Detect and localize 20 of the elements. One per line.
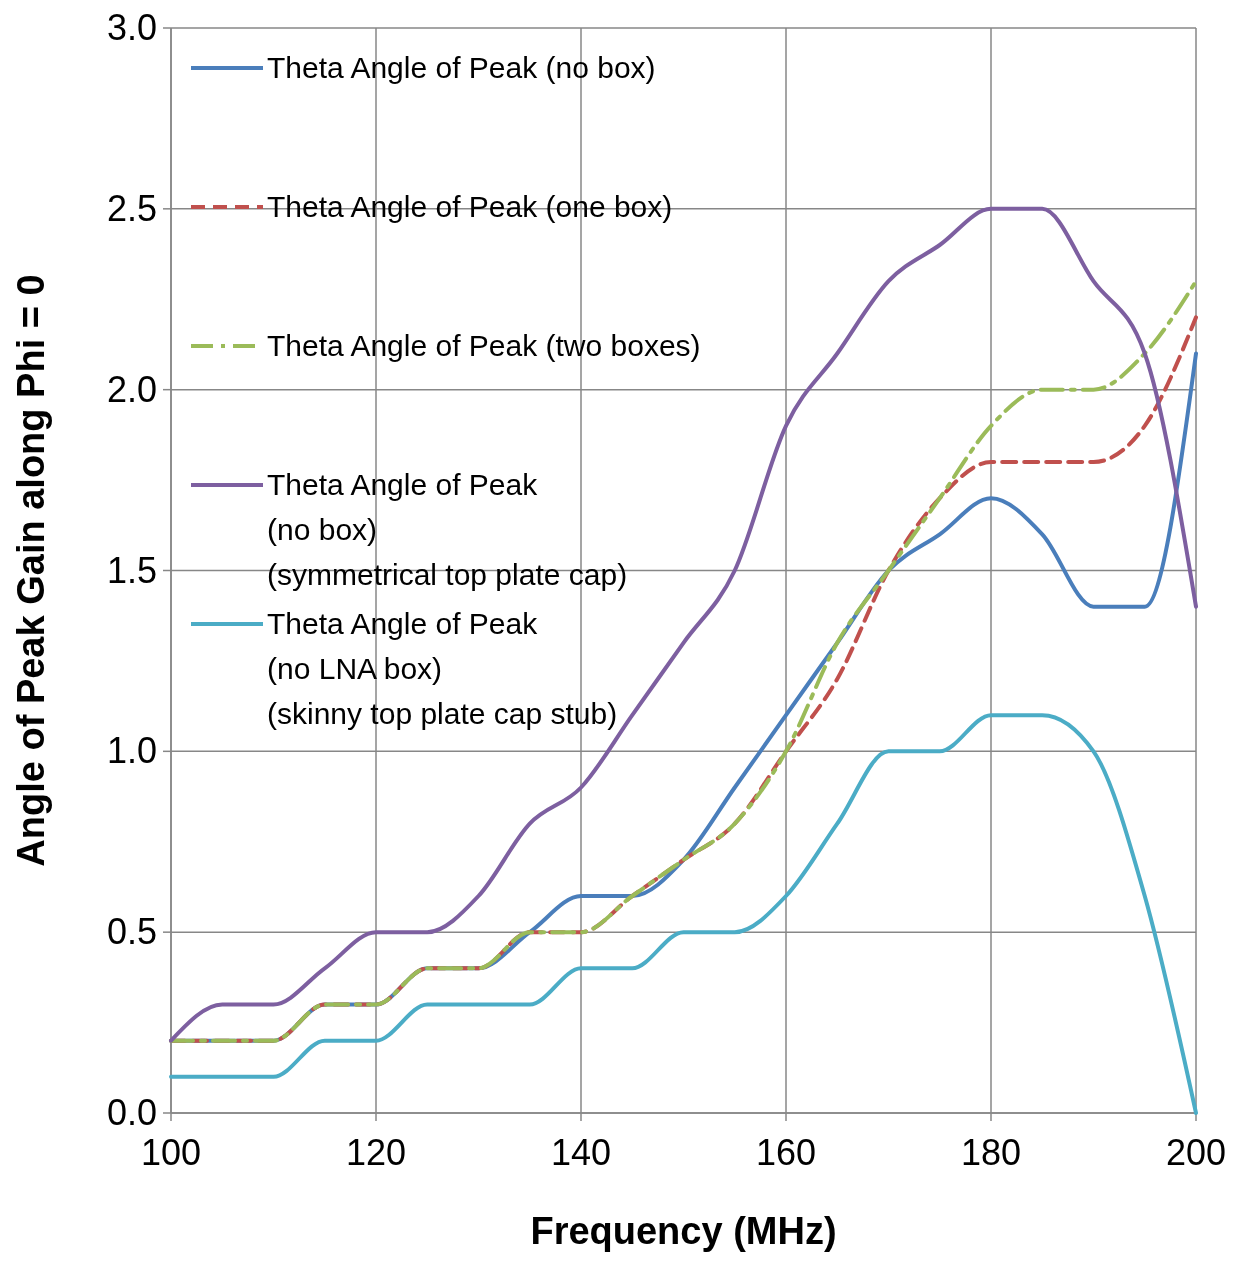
legend-label: Theta Angle of Peak (no LNA box) (skinny top plate cap stub) (267, 607, 618, 730)
x-tick-label: 160 (755, 1132, 817, 1173)
y-tick-label: 1.5 (106, 549, 157, 591)
y-tick-label: 0.0 (106, 1092, 157, 1133)
y-tick-label: 1.0 (106, 730, 157, 772)
y-axis-title: Angle of Peak Gain along Phi = 0 (10, 274, 52, 867)
x-axis-title: Frequency (MHz) (530, 1210, 837, 1252)
x-tick-label: 180 (960, 1132, 1022, 1173)
y-tick-label: 0.5 (106, 911, 157, 953)
x-tick-label: 100 (140, 1132, 202, 1173)
legend-label: Theta Angle of Peak (no box) (267, 51, 656, 84)
y-tick-label: 3.0 (106, 7, 157, 48)
y-tick-label: 2.5 (106, 187, 157, 229)
legend-label: Theta Angle of Peak (two boxes) (267, 329, 701, 362)
y-tick-label: 2.0 (106, 368, 157, 410)
x-tick-label: 200 (1165, 1132, 1227, 1173)
legend-label: Theta Angle of Peak (no box) (symmetrical top plate cap) (267, 468, 628, 591)
x-tick-label: 120 (345, 1132, 407, 1173)
x-tick-label: 140 (550, 1132, 612, 1173)
legend-label: Theta Angle of Peak (one box) (267, 190, 673, 223)
